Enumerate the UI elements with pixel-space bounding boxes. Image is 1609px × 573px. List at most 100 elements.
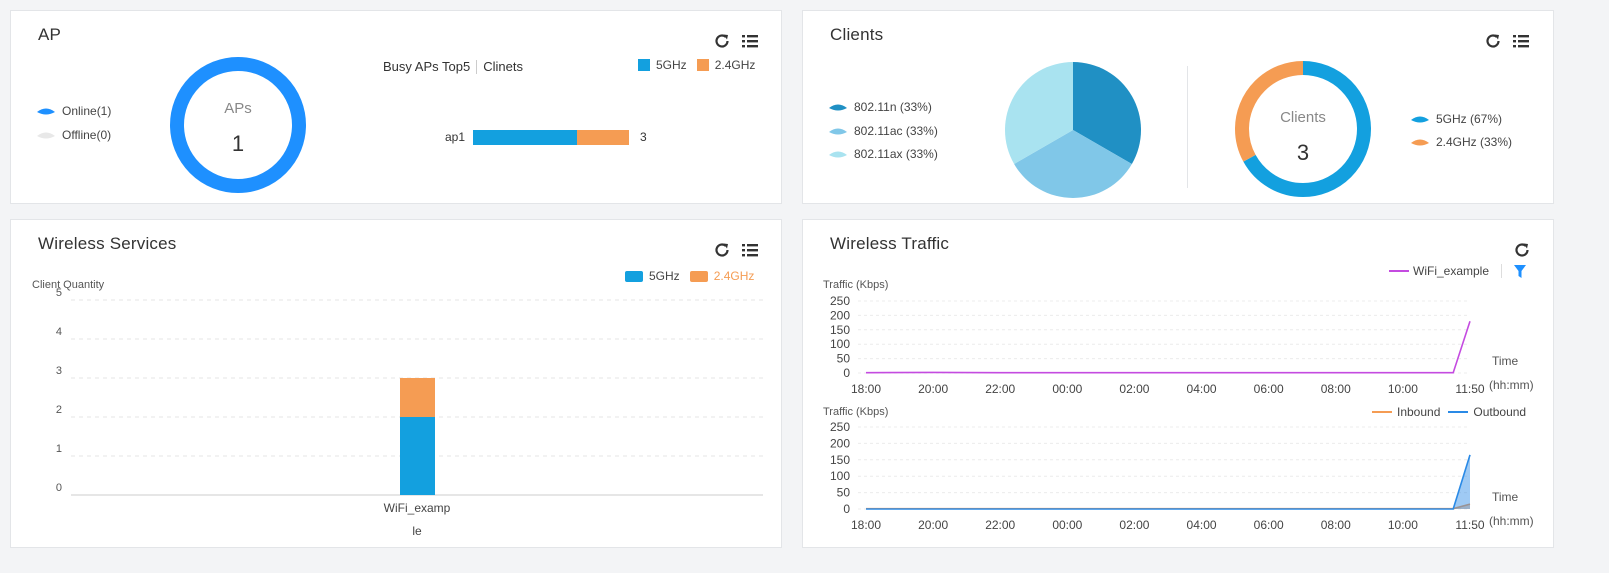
offline-legend-icon: [37, 132, 55, 139]
services-y-title: Client Quantity: [32, 279, 105, 291]
traffic-top-legend-label: WiFi_example: [1413, 264, 1490, 278]
legend-80211ac[interactable]: 802.11ac (33%): [828, 124, 938, 138]
pie-slice-80211ac[interactable]: [1014, 130, 1132, 198]
x-tick-label: 18:00: [851, 518, 881, 532]
y-tick-label: 250: [830, 294, 850, 308]
y-tick-label: 4: [56, 326, 62, 338]
services-legend: 5GHz 2.4GHz: [625, 269, 754, 283]
inbound-legend-label[interactable]: Inbound: [1397, 405, 1441, 419]
traffic-bottom-time-label: Time: [1492, 490, 1519, 504]
legend-24ghz-pct[interactable]: 2.4GHz (33%): [1410, 135, 1512, 149]
series-line-outbound[interactable]: [866, 454, 1471, 510]
busy-aps-tabs: Busy APs Top5 Clinets: [383, 59, 523, 74]
y-tick-label: 100: [830, 337, 850, 351]
list-icon[interactable]: [741, 241, 759, 259]
x-tick-label: 18:00: [851, 382, 881, 396]
outbound-legend-line: [1448, 411, 1469, 413]
x-tick-label: 08:00: [1321, 518, 1351, 532]
legend-80211ax[interactable]: 802.11ax (33%): [828, 147, 938, 161]
refresh-icon[interactable]: [713, 32, 731, 50]
pie-slice-80211n[interactable]: [1073, 62, 1141, 164]
80211ax-legend-icon: [829, 151, 847, 158]
y-tick-label: 150: [830, 453, 850, 467]
traffic-top-time-label: Time: [1492, 354, 1519, 368]
bar-ap1-total: 3: [640, 130, 647, 144]
y-tick-label: 250: [830, 420, 850, 434]
series-line-wifi-example[interactable]: [865, 320, 1471, 374]
bar-ap1-24ghz[interactable]: [577, 130, 629, 145]
legend-5ghz-pct-label: 5GHz (67%): [1436, 112, 1503, 126]
refresh-icon[interactable]: [713, 241, 731, 259]
bar-ap1-5ghz[interactable]: [473, 130, 577, 145]
pie-slice-80211ax[interactable]: [1005, 62, 1073, 164]
series-line-inbound[interactable]: [866, 503, 1471, 510]
services-x-label-1: WiFi_examp: [384, 501, 451, 515]
services-legend-5ghz-swatch: [625, 270, 643, 282]
y-tick-label: 50: [837, 486, 851, 500]
x-tick-label: 11:50: [1455, 382, 1484, 396]
wireless-services-title: Wireless Services: [38, 234, 177, 253]
traffic-top-legend[interactable]: WiFi_example: [1389, 264, 1527, 278]
traffic-top-time-unit: (hh:mm): [1489, 378, 1534, 392]
legend-divider: [1501, 264, 1503, 278]
services-legend-24ghz-label[interactable]: 2.4GHz: [713, 269, 755, 283]
x-tick-label: 04:00: [1187, 518, 1217, 532]
ap-donut-ring[interactable]: [170, 57, 306, 193]
y-tick-label: 100: [830, 469, 850, 483]
x-tick-label: 08:00: [1321, 382, 1351, 396]
x-tick-label: 06:00: [1254, 382, 1284, 396]
ap-donut-value: 1: [232, 131, 244, 156]
clients-panel-tools: [1484, 32, 1530, 50]
services-legend-5ghz-label[interactable]: 5GHz: [649, 269, 680, 283]
ap-legend-online[interactable]: Online(1): [36, 104, 111, 118]
legend-24ghz-label[interactable]: 2.4GHz: [714, 58, 756, 72]
y-tick-label: 0: [843, 366, 850, 380]
list-icon[interactable]: [741, 32, 759, 50]
tab-clients[interactable]: Clinets: [483, 59, 523, 74]
area-outbound: [866, 454, 1470, 509]
band-donut-chart: Clients 3: [1235, 61, 1371, 197]
80211n-legend-icon: [829, 104, 847, 111]
legend-5ghz-pct[interactable]: 5GHz (67%): [1410, 112, 1502, 126]
legend-24ghz-pct-label: 2.4GHz (33%): [1436, 135, 1513, 149]
y-tick-label: 50: [837, 352, 851, 366]
legend-80211n[interactable]: 802.11n (33%): [828, 100, 932, 114]
legend-5ghz-label[interactable]: 5GHz: [656, 58, 687, 72]
x-tick-label: 10:00: [1388, 518, 1418, 532]
ap-panel-title: AP: [38, 25, 62, 44]
x-tick-label: 10:00: [1388, 382, 1418, 396]
legend-5ghz-swatch: [638, 59, 650, 71]
tab-busy-aps[interactable]: Busy APs Top5: [383, 59, 471, 74]
traffic-top-y-title: Traffic (Kbps): [823, 279, 888, 291]
clients-donut-label: Clients: [1280, 109, 1326, 126]
ap-donut-chart: APs 1: [170, 57, 306, 193]
refresh-icon[interactable]: [1484, 32, 1502, 50]
donut-segment-24ghz[interactable]: [1235, 61, 1371, 197]
ap-panel: AP Online(1) Offline(0) APs 1 Busy APs T…: [10, 10, 782, 204]
filter-icon[interactable]: [1514, 264, 1527, 278]
bar-wifi-example-24ghz[interactable]: [400, 378, 435, 417]
5ghz-legend-icon: [1411, 116, 1429, 123]
refresh-icon[interactable]: [1513, 241, 1531, 259]
outbound-legend-label[interactable]: Outbound: [1473, 405, 1527, 419]
wireless-traffic-panel: Wireless Traffic WiFi_example Inbound Ou…: [802, 219, 1554, 548]
x-tick-label: 00:00: [1052, 382, 1082, 396]
x-tick-label: 06:00: [1254, 518, 1284, 532]
y-tick-label: 200: [830, 436, 850, 450]
traffic-bottom-y-title: Traffic (Kbps): [823, 406, 888, 418]
ap-legend-online-label: Online(1): [62, 104, 112, 118]
traffic-bottom-legend: Inbound Outbound: [1372, 405, 1526, 419]
y-tick-label: 200: [830, 308, 850, 322]
tab-divider: [476, 59, 478, 74]
y-tick-label: 5: [56, 287, 62, 299]
x-tick-label: 00:00: [1052, 518, 1082, 532]
bar-category-label: ap1: [445, 130, 465, 144]
inbound-legend-line: [1372, 411, 1392, 413]
bar-wifi-example-5ghz[interactable]: [400, 417, 435, 495]
protocol-pie-chart: [1005, 62, 1141, 198]
wireless-traffic-tools: [1513, 241, 1531, 259]
ap-legend-offline[interactable]: Offline(0): [36, 128, 111, 142]
list-icon[interactable]: [1512, 32, 1530, 50]
clients-panel-title: Clients: [830, 25, 884, 44]
